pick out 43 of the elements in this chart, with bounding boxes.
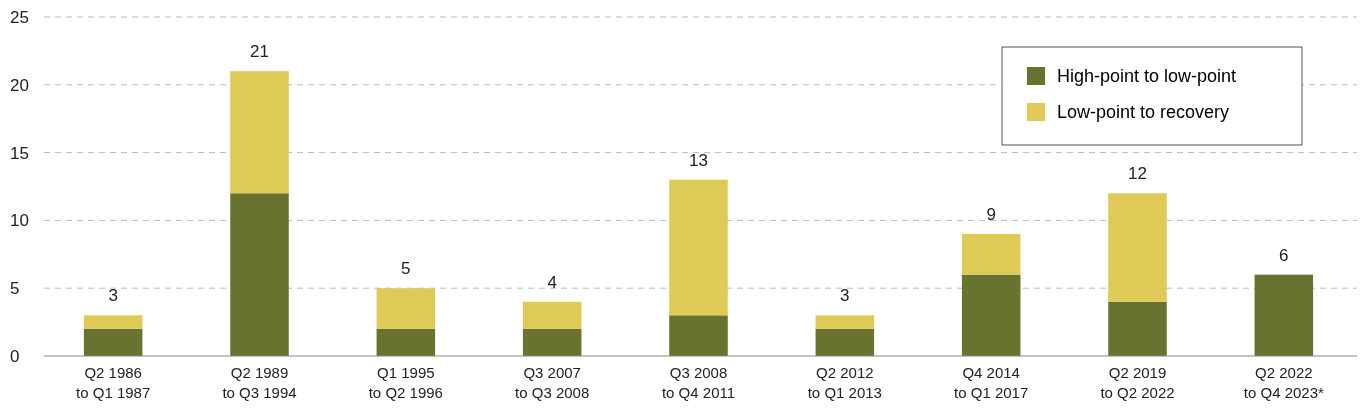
bar: [815, 315, 875, 329]
x-tick-label: Q2 1986 to Q1 1987: [76, 364, 151, 401]
x-tick-label: Q2 2022 to Q4 2023*: [1243, 364, 1325, 401]
y-tick-label: 20: [10, 75, 29, 95]
total-label: 4: [547, 272, 557, 292]
total-label: 12: [1128, 164, 1147, 184]
bar: [815, 328, 875, 356]
total-label: 3: [840, 286, 850, 306]
x-tick-label: Q3 2008 to Q4 2011: [661, 364, 736, 401]
bar: [230, 71, 289, 194]
y-tick-label: 10: [10, 211, 29, 231]
legend-label: Low-point to recovery: [1057, 102, 1230, 122]
x-tick-label: Q2 2012 to Q1 2013: [807, 364, 882, 401]
bar: [376, 288, 436, 329]
total-label: 21: [250, 42, 269, 62]
bar: [230, 193, 289, 356]
total-label: 13: [689, 150, 708, 170]
x-tick-label: Q2 1989 to Q3 1994: [222, 364, 297, 401]
bar: [1108, 193, 1167, 302]
x-tick-label: Q4 2014 to Q1 2017: [954, 364, 1029, 401]
y-tick-label: 25: [10, 8, 29, 27]
total-label: 3: [108, 286, 118, 306]
x-tick-label: Q2 2019 to Q2 2022: [1100, 364, 1175, 401]
bar: [522, 328, 582, 356]
total-label: 5: [401, 259, 411, 279]
bar: [83, 328, 143, 356]
legend-label: High-point to low-point: [1057, 66, 1237, 86]
x-tick-label: Q1 1995 to Q2 1996: [368, 364, 443, 401]
bar: [961, 233, 1021, 275]
bar: [522, 301, 582, 329]
total-label: 9: [986, 204, 996, 224]
bar: [669, 315, 728, 356]
bar: [376, 328, 436, 356]
x-tick-label: Q3 2007 to Q3 2008: [515, 364, 590, 401]
bar: [1108, 301, 1167, 356]
y-tick-label: 15: [10, 143, 29, 163]
bar: [669, 179, 728, 316]
y-tick-label: 5: [10, 279, 20, 299]
bar: [83, 315, 143, 329]
bar: [961, 274, 1021, 356]
total-label: 6: [1279, 245, 1289, 265]
y-tick-label: 0: [10, 347, 20, 366]
bar: [1254, 274, 1314, 356]
